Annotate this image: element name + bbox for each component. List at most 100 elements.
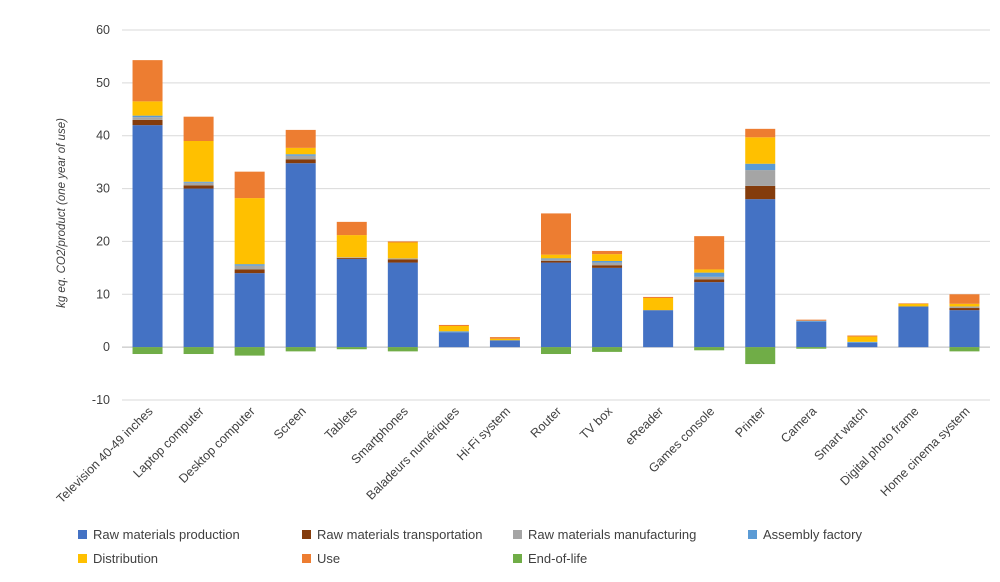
bar-segment xyxy=(541,254,571,259)
legend-row: Distribution Use End-of-life xyxy=(78,546,978,570)
legend-swatch xyxy=(748,529,757,539)
bar-segment xyxy=(592,267,623,348)
bar-segment xyxy=(694,269,725,273)
x-category-label: Television 40-49 inches xyxy=(54,404,156,506)
bar-segment xyxy=(694,279,725,283)
bar-segment xyxy=(541,213,571,255)
legend-swatch xyxy=(513,529,522,539)
legend-item: Distribution xyxy=(78,551,302,566)
legend-item: Use xyxy=(302,551,513,566)
y-tick-label: 30 xyxy=(96,182,110,196)
bar-segment xyxy=(847,336,878,342)
legend-label: Assembly factory xyxy=(763,526,862,542)
bar-segment xyxy=(745,163,776,171)
bar-segment xyxy=(745,170,776,186)
bar-segment xyxy=(336,235,367,258)
bar-segment xyxy=(898,306,929,348)
x-category-label: Camera xyxy=(778,404,819,445)
bar-segment xyxy=(745,199,776,348)
bars xyxy=(132,60,980,365)
legend-item: End-of-life xyxy=(513,551,748,566)
legend-item: Raw materials transportation xyxy=(302,527,513,542)
legend: Raw materials production Raw materials tr… xyxy=(78,522,978,570)
bar-segment xyxy=(387,241,418,243)
y-tick-label: 10 xyxy=(96,287,110,301)
bar-segment xyxy=(489,338,520,341)
bar-segment xyxy=(234,198,265,265)
bar-segment xyxy=(847,342,878,348)
legend-label: Distribution xyxy=(93,550,159,566)
bar-segment xyxy=(336,258,367,348)
bar-segment xyxy=(949,308,980,311)
bar-segment xyxy=(592,250,623,255)
bar-segment xyxy=(796,320,827,322)
bar-segment xyxy=(285,129,316,148)
bar-segment xyxy=(132,115,163,118)
bar-segment xyxy=(132,125,163,348)
legend-item: Raw materials manufacturing xyxy=(513,527,748,542)
bar-segment xyxy=(745,137,776,164)
bar-segment xyxy=(285,155,316,160)
bar-segment xyxy=(592,347,623,352)
bar-segment xyxy=(285,154,316,156)
bar-segment xyxy=(796,347,827,349)
bar-segment xyxy=(132,119,163,126)
legend-swatch xyxy=(78,529,87,539)
bar-segment xyxy=(796,319,827,321)
x-category-label: Hi-Fi system xyxy=(454,404,513,463)
legend-swatch xyxy=(513,553,522,563)
legend-label: Raw materials manufacturing xyxy=(528,526,697,542)
bar-segment xyxy=(694,276,725,280)
bar-segment xyxy=(387,259,418,263)
bar-segment xyxy=(541,259,571,261)
bar-segment xyxy=(183,116,214,141)
x-category-label: Printer xyxy=(732,404,768,440)
bar-segment xyxy=(336,257,367,259)
legend-label: Raw materials production xyxy=(93,526,240,542)
bar-segment xyxy=(183,185,214,189)
bar-segment xyxy=(694,236,725,270)
bar-segment xyxy=(183,141,214,182)
bar-segment xyxy=(387,258,418,260)
x-category-label: Router xyxy=(528,404,564,440)
bar-segment xyxy=(336,257,367,258)
bar-segment xyxy=(949,306,980,309)
y-tick-label: 20 xyxy=(96,234,110,248)
y-axis-label: kg eq. CO2/product (one year of use) xyxy=(56,118,68,308)
bar-segment xyxy=(183,181,214,183)
bar-segment xyxy=(643,297,674,311)
bar-segment xyxy=(745,347,776,365)
bar-segment xyxy=(643,296,674,298)
legend-label: End-of-life xyxy=(528,550,588,566)
bar-segment xyxy=(694,272,725,277)
bar-segment xyxy=(592,262,623,266)
bar-segment xyxy=(234,265,265,270)
bar-segment xyxy=(643,310,674,348)
bar-segment xyxy=(234,347,265,356)
bar-segment xyxy=(183,182,214,186)
y-tick-label: 60 xyxy=(96,23,110,37)
x-category-label: TV box xyxy=(577,404,615,442)
bar-segment xyxy=(438,324,469,326)
x-category-label: Baladeurs numériques xyxy=(364,404,462,502)
stacked-bar-chart: -10 0 10 20 30 40 50 60 Television 40-49 inches… xyxy=(54,23,990,506)
bar-segment xyxy=(234,269,265,274)
legend-swatch xyxy=(302,529,311,539)
bar-segment xyxy=(592,265,623,268)
x-category-label: Home cinema system xyxy=(878,404,973,499)
bar-segment xyxy=(285,147,316,155)
bar-segment xyxy=(541,347,571,355)
x-category-label: Screen xyxy=(271,404,309,442)
legend-item: Raw materials production xyxy=(78,527,302,542)
legend-swatch xyxy=(78,553,87,563)
legend-swatch xyxy=(302,553,311,563)
bar-segment xyxy=(489,337,520,339)
bar-segment xyxy=(285,347,316,352)
y-tick-label: 40 xyxy=(96,129,110,143)
bar-segment xyxy=(132,117,163,120)
bar-segment xyxy=(541,258,571,260)
bar-segment xyxy=(541,260,571,263)
bar-segment xyxy=(489,340,520,348)
x-category-label: Tablets xyxy=(322,404,360,442)
